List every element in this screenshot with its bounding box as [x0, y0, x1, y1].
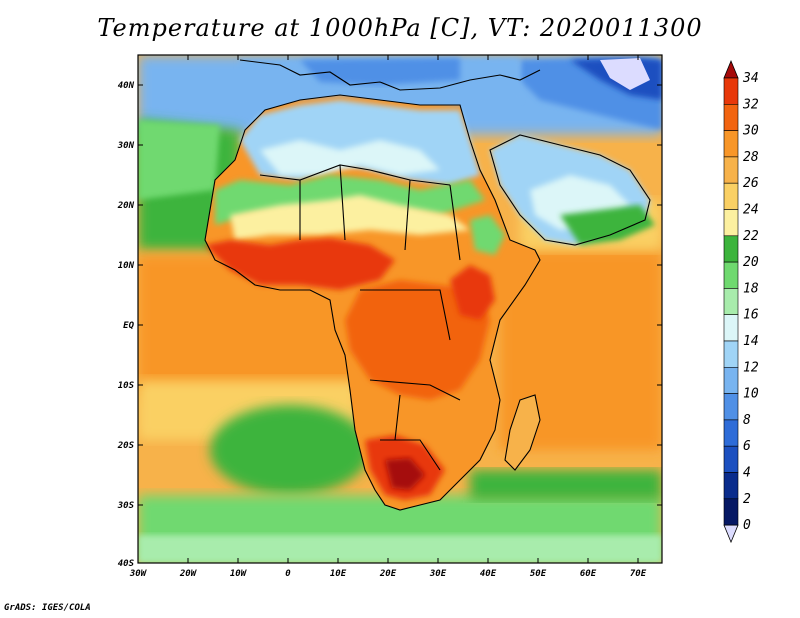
- colorbar-label: 28: [743, 150, 759, 165]
- colorbar-top-arrow: [723, 59, 739, 79]
- colorbar-swatch: [723, 261, 739, 289]
- lat-tick-label: 40S: [118, 559, 135, 569]
- map-frame: [137, 54, 663, 564]
- lon-tick-label: 20E: [379, 569, 397, 579]
- lat-tick-label: 30N: [117, 141, 135, 151]
- lat-tick-label: 10N: [118, 261, 135, 271]
- lat-tick-label: 20N: [117, 201, 135, 211]
- lat-tick-label: 30S: [117, 501, 135, 511]
- colorbar-label: 8: [743, 413, 751, 428]
- lat-tick-label: 40N: [118, 81, 135, 91]
- lon-tick-label: 50E: [530, 569, 547, 579]
- colorbar-label: 20: [743, 255, 759, 270]
- colorbar-bottom-arrow: [723, 524, 739, 544]
- lon-tick-label: 10W: [230, 569, 248, 579]
- colorbar-swatch: [723, 235, 739, 263]
- colorbar-swatch: [723, 104, 739, 131]
- colorbar-label: 12: [743, 360, 759, 375]
- colorbar-swatch: [723, 288, 739, 315]
- chart-title: Temperature at 1000hPa [C], VT: 20200113…: [97, 14, 703, 42]
- credit-label: GrADS: IGES/COLA: [4, 603, 91, 613]
- colorbar-label: 30: [742, 124, 759, 139]
- lat-tick-label: EQ: [123, 321, 134, 331]
- colorbar-label: 16: [743, 308, 759, 323]
- lon-tick-label: 20W: [179, 569, 198, 579]
- coastlines-borders: [204, 59, 651, 511]
- colorbar-swatch: [723, 340, 739, 368]
- colorbar-label: 4: [743, 466, 751, 481]
- colorbar-label: 26: [743, 176, 759, 191]
- latitude-axis: 40N 30N 20N 10N EQ 10S 20S 30S 40S: [117, 81, 662, 569]
- colorbar-label: 2: [743, 492, 751, 507]
- colorbar-swatch: [723, 472, 739, 500]
- colorbar-swatch: [723, 156, 739, 184]
- lat-tick-label: 20S: [117, 441, 135, 451]
- colorbar-label: 0: [743, 518, 751, 533]
- colorbar-swatch: [723, 393, 739, 421]
- colorbar-label: 10: [743, 387, 759, 402]
- lon-tick-label: 10E: [330, 569, 347, 579]
- lat-tick-label: 10S: [118, 381, 135, 391]
- colorbar-swatch: [723, 77, 739, 105]
- colorbar-swatch: [723, 445, 739, 473]
- lon-tick-label: 30W: [129, 569, 148, 579]
- colorbar-label: 24: [743, 203, 759, 218]
- colorbar-swatch: [723, 498, 739, 526]
- colorbar-label: 18: [743, 281, 759, 296]
- temperature-field: [138, 55, 662, 563]
- colorbar-swatch: [723, 366, 739, 394]
- colorbar-label: 32: [742, 97, 759, 112]
- colorbar-swatch: [723, 209, 739, 237]
- lon-tick-label: 0: [285, 569, 291, 579]
- lon-tick-label: 30E: [429, 569, 447, 579]
- lon-tick-label: 70E: [630, 569, 647, 579]
- longitude-axis: 30W 20W 10W 0 10E 20E 30E 40E 50E 60E 70E: [129, 55, 647, 579]
- lon-tick-label: 40E: [480, 569, 497, 579]
- colorbar-swatch: [723, 182, 739, 210]
- colorbar-label: 22: [743, 229, 759, 244]
- colorbar-label: 34: [742, 71, 759, 86]
- colorbar-label: 6: [743, 439, 751, 454]
- colorbar-swatch: [723, 130, 739, 158]
- colorbar-swatch: [723, 314, 739, 342]
- colorbar-swatch: [723, 419, 739, 447]
- colorbar-label: 14: [743, 334, 759, 349]
- lon-tick-label: 60E: [580, 569, 597, 579]
